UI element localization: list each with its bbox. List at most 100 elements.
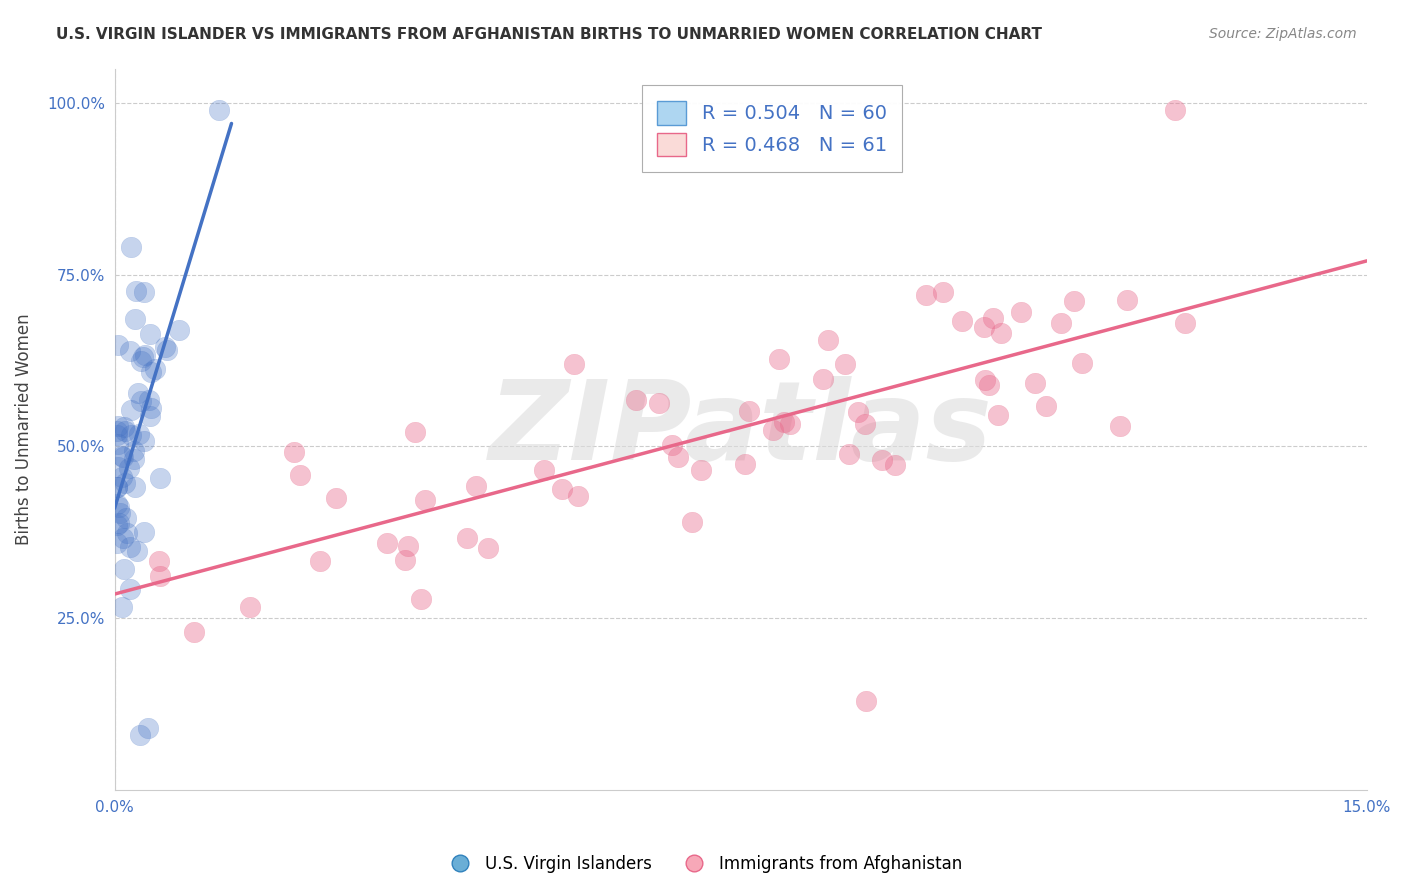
Point <box>772 416 794 430</box>
Point <box>1050 316 1073 330</box>
Point <box>105 536 128 550</box>
Point <box>107 418 129 433</box>
Point <box>409 591 432 606</box>
Point <box>148 471 170 485</box>
Point <box>1035 400 1057 414</box>
Point <box>846 404 869 418</box>
Point <box>1011 305 1033 319</box>
Point <box>132 285 155 299</box>
Point <box>124 480 146 494</box>
Point <box>112 562 135 576</box>
Point <box>666 450 689 465</box>
Text: Source: ZipAtlas.com: Source: ZipAtlas.com <box>1209 27 1357 41</box>
Point <box>118 460 141 475</box>
Point <box>551 483 574 497</box>
Point <box>1115 293 1137 307</box>
Point <box>377 536 399 550</box>
Point <box>950 314 973 328</box>
Point <box>108 516 131 530</box>
Text: ZIPatlas: ZIPatlas <box>489 376 993 483</box>
Point <box>811 371 834 385</box>
Point <box>127 385 149 400</box>
Point <box>136 721 159 735</box>
Y-axis label: Births to Unmarried Women: Births to Unmarried Women <box>15 313 32 545</box>
Point <box>138 409 160 423</box>
Point <box>134 434 156 448</box>
Point <box>1174 317 1197 331</box>
Point <box>768 352 790 367</box>
Point <box>124 312 146 326</box>
Point <box>111 449 134 463</box>
Point <box>107 437 129 451</box>
Point <box>156 343 179 357</box>
Point <box>325 491 347 505</box>
Point <box>870 453 893 467</box>
Point <box>108 500 131 515</box>
Point <box>124 443 146 458</box>
Point <box>115 525 138 540</box>
Point <box>139 326 162 341</box>
Point <box>114 424 136 438</box>
Point <box>105 479 128 493</box>
Point <box>111 599 134 614</box>
Point <box>884 458 907 473</box>
Point <box>394 553 416 567</box>
Point <box>118 343 141 358</box>
Point <box>183 624 205 639</box>
Point <box>413 493 436 508</box>
Point <box>834 357 856 371</box>
Point <box>143 362 166 376</box>
Point <box>974 372 997 386</box>
Point <box>107 338 129 352</box>
Point <box>139 401 162 416</box>
Point <box>120 428 142 442</box>
Point <box>973 319 995 334</box>
Point <box>648 395 671 409</box>
Point <box>134 348 156 362</box>
Point <box>107 459 129 474</box>
Point <box>932 285 955 300</box>
Point <box>290 467 312 482</box>
Point <box>167 323 190 337</box>
Legend: R = 0.504   N = 60, R = 0.468   N = 61: R = 0.504 N = 60, R = 0.468 N = 61 <box>641 86 903 172</box>
Point <box>1024 376 1046 390</box>
Point <box>112 420 135 434</box>
Point <box>477 541 499 555</box>
Point <box>122 451 145 466</box>
Point <box>105 517 128 532</box>
Point <box>105 425 128 439</box>
Point <box>734 457 756 471</box>
Point <box>128 426 150 441</box>
Point <box>681 515 703 529</box>
Point <box>817 333 839 347</box>
Point <box>661 437 683 451</box>
Point <box>738 404 761 418</box>
Point <box>208 103 231 117</box>
Point <box>105 480 128 494</box>
Point <box>141 365 163 379</box>
Point <box>1108 418 1130 433</box>
Point <box>120 240 142 254</box>
Point <box>396 539 419 553</box>
Point <box>120 402 142 417</box>
Point <box>1063 293 1085 308</box>
Point <box>124 284 146 298</box>
Point <box>118 540 141 554</box>
Point <box>283 444 305 458</box>
Point <box>979 378 1001 392</box>
Point <box>533 463 555 477</box>
Point <box>149 569 172 583</box>
Point <box>1164 103 1187 117</box>
Point <box>690 462 713 476</box>
Point <box>914 287 936 301</box>
Point <box>838 446 860 460</box>
Point <box>153 340 176 354</box>
Point <box>987 408 1010 422</box>
Point <box>779 417 801 432</box>
Point <box>115 511 138 525</box>
Point <box>1070 356 1092 370</box>
Point <box>562 357 585 371</box>
Point <box>131 393 153 408</box>
Point <box>138 392 160 407</box>
Point <box>129 354 152 368</box>
